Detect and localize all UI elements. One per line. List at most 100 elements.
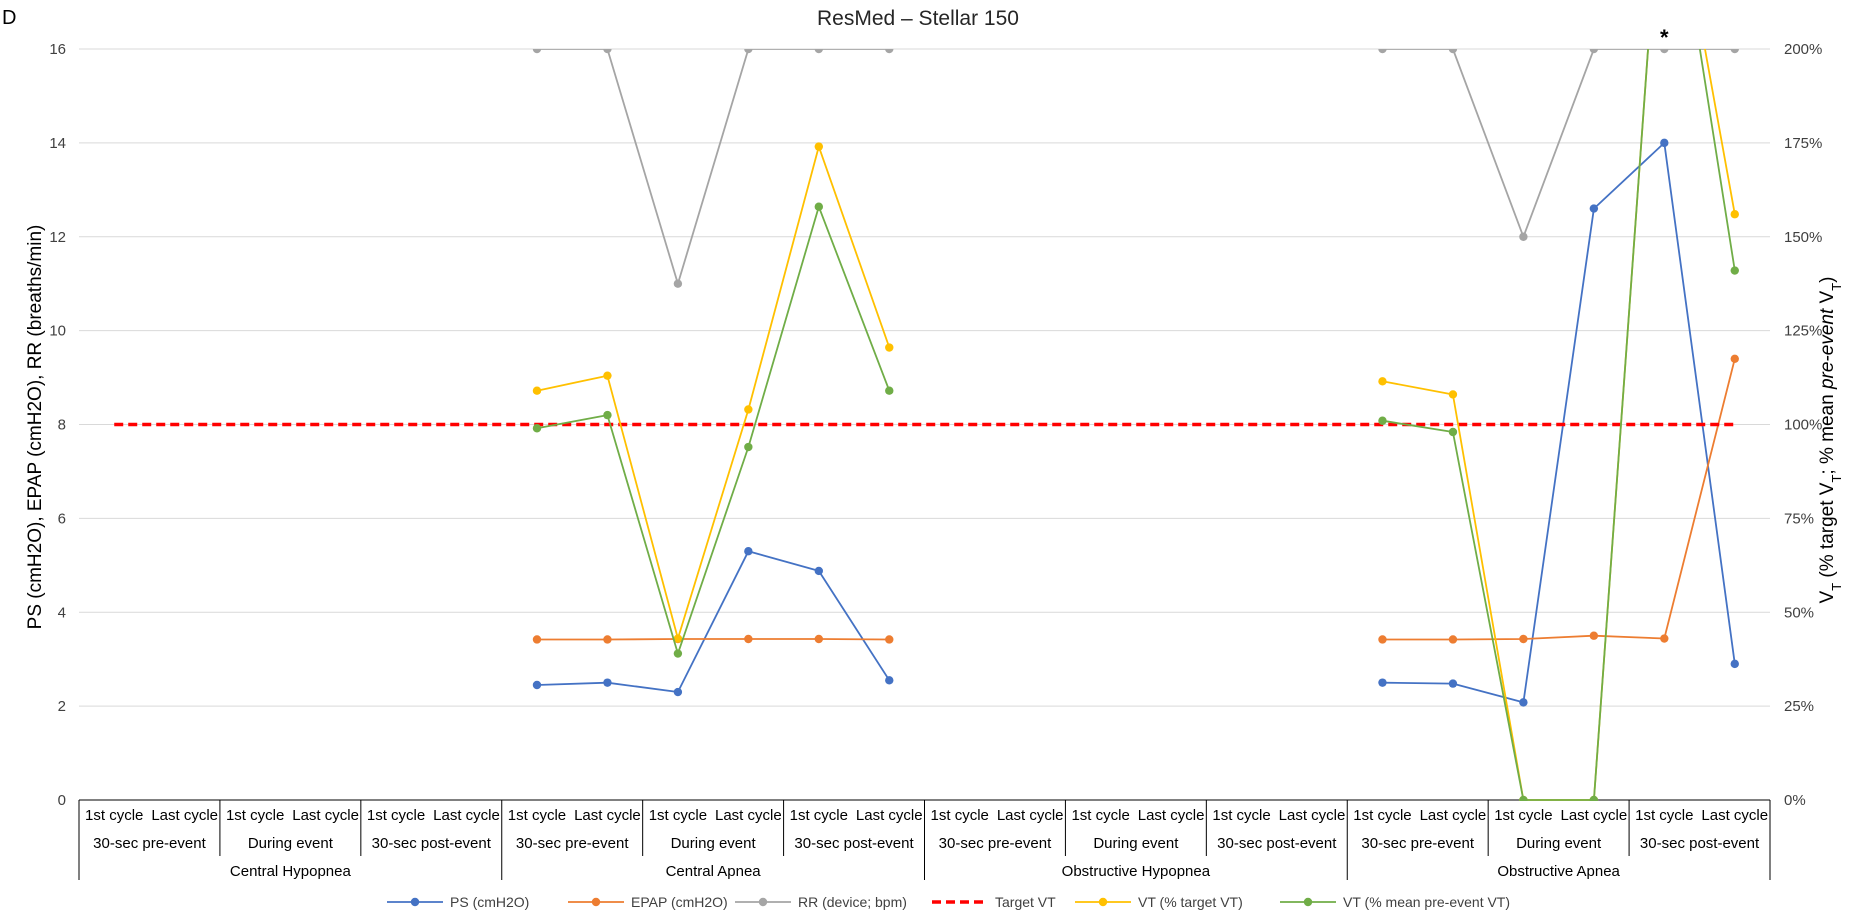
phase-label: 30-sec pre-event — [939, 835, 1052, 852]
data-point-epap-cmh2o — [532, 635, 542, 644]
data-point-vt-target-vt — [603, 371, 612, 380]
legend-label: EPAP (cmH2O) — [631, 894, 728, 910]
data-point-vt-mean-pre-event-vt — [532, 424, 542, 433]
right-tick-label: 25% — [1784, 698, 1814, 715]
annotation-label: * — [1660, 25, 1669, 50]
right-tick-label: 125% — [1784, 323, 1822, 340]
legend-marker-rr-device-bpm — [758, 897, 768, 907]
right-axis-title: VT (% target VT; % mean pre-event VT) — [1817, 277, 1844, 604]
series-line-epap-cmh2o — [537, 638, 890, 641]
legend-label: PS (cmH2O) — [450, 894, 529, 910]
legend-label: VT (% target VT) — [1138, 894, 1243, 910]
right-tick-label: 0% — [1784, 792, 1806, 809]
data-point-rr-device-bpm — [1730, 49, 1739, 54]
data-point-ps-cmh2o — [744, 547, 753, 556]
right-tick-label: 150% — [1784, 229, 1822, 246]
group-label: Central Apnea — [666, 863, 762, 880]
axis-title-subscript: T — [1829, 475, 1844, 483]
category-label: 1st cycle — [1071, 807, 1129, 824]
category-label: 1st cycle — [931, 807, 989, 824]
data-point-vt-mean-pre-event-vt — [603, 410, 612, 420]
axis-title-part: (% target V — [1817, 482, 1838, 583]
data-point-vt-mean-pre-event-vt — [744, 442, 753, 452]
left-tick-label: 16 — [49, 41, 66, 58]
data-point-vt-target-vt — [885, 343, 894, 352]
right-axis-ticks: 0% 25% 50% 75% 100% 125% 150% 175% 200% — [1784, 41, 1822, 809]
left-tick-label: 10 — [49, 323, 66, 340]
data-point-vt-target-vt — [673, 634, 683, 643]
data-point-vt-target-vt — [744, 405, 753, 414]
category-label: Last cycle — [1701, 807, 1768, 824]
data-point-epap-cmh2o — [1519, 634, 1528, 644]
data-point-vt-mean-pre-event-vt — [1378, 416, 1387, 425]
series-line-ps-cmh2o — [1382, 141, 1736, 704]
series-line-rr-device-bpm — [1382, 49, 1735, 238]
data-point-ps-cmh2o — [1378, 678, 1387, 687]
legend-marker-vt-mean-pre-event-vt — [1303, 897, 1313, 907]
data-point-epap-cmh2o — [1730, 354, 1739, 363]
category-axis: 1st cycle Last cycle 1st cycle Last cycle 1s… — [78, 799, 1771, 880]
category-label: 1st cycle — [85, 807, 143, 824]
data-point-vt-target-vt — [532, 386, 542, 395]
legend-marker-ps-cmh2o — [410, 897, 420, 907]
data-point-ps-cmh2o — [532, 680, 542, 690]
data-point-vt-target-vt — [1448, 390, 1458, 399]
data-point-vt-mean-pre-event-vt — [1589, 795, 1599, 801]
data-point-vt-target-vt — [814, 142, 824, 151]
right-tick-label: 200% — [1784, 41, 1822, 58]
data-point-ps-cmh2o — [1448, 679, 1458, 688]
data-point-epap-cmh2o — [603, 635, 612, 644]
series-line-vt-mean-pre-event-vt — [536, 205, 891, 655]
axis-title-part: V — [1817, 590, 1838, 603]
category-label: Last cycle — [151, 807, 218, 824]
legend-marker-epap-cmh2o — [591, 897, 601, 907]
data-point-vt-mean-pre-event-vt — [673, 649, 683, 658]
data-point-ps-cmh2o — [1589, 204, 1599, 213]
data-point-rr-device-bpm — [603, 49, 612, 54]
axis-title-part: ; % mean — [1817, 389, 1838, 475]
category-label: 1st cycle — [790, 807, 848, 824]
category-label: 1st cycle — [1353, 807, 1411, 824]
data-point-epap-cmh2o — [744, 634, 753, 644]
right-tick-label: 75% — [1784, 510, 1814, 527]
left-tick-label: 4 — [58, 604, 66, 621]
category-label: Last cycle — [997, 807, 1064, 824]
data-point-rr-device-bpm — [885, 49, 894, 54]
category-label: Last cycle — [1279, 807, 1346, 824]
left-tick-label: 2 — [58, 698, 66, 715]
category-label: 1st cycle — [649, 807, 707, 824]
data-point-epap-cmh2o — [1660, 634, 1669, 643]
series-line-vt-mean-pre-event-vt — [1382, 49, 1736, 801]
data-point-rr-device-bpm — [814, 49, 824, 54]
data-point-vt-mean-pre-event-vt — [1519, 795, 1528, 801]
axis-title-part: ) — [1817, 277, 1838, 283]
category-label: Last cycle — [1138, 807, 1205, 824]
category-label: Last cycle — [856, 807, 923, 824]
data-point-rr-device-bpm — [1448, 49, 1458, 54]
series-line-epap-cmh2o — [1382, 358, 1736, 641]
data-point-ps-cmh2o — [1730, 659, 1739, 669]
data-point-rr-device-bpm — [1519, 232, 1528, 241]
data-point-rr-device-bpm — [1378, 49, 1387, 54]
data-point-ps-cmh2o — [814, 566, 824, 576]
category-label: 1st cycle — [508, 807, 566, 824]
phase-label: 30-sec pre-event — [516, 835, 629, 852]
series-line-rr-device-bpm — [537, 49, 890, 285]
data-point-rr-device-bpm — [532, 49, 542, 54]
data-point-ps-cmh2o — [1519, 698, 1528, 707]
phase-label: 30-sec post-event — [372, 835, 492, 852]
data-point-rr-device-bpm — [744, 49, 753, 54]
category-label: Last cycle — [292, 807, 359, 824]
data-point-ps-cmh2o — [673, 687, 683, 697]
legend-label: RR (device; bpm) — [798, 894, 907, 910]
data-point-rr-device-bpm — [1660, 49, 1669, 54]
data-point-epap-cmh2o — [885, 635, 894, 644]
data-point-vt-mean-pre-event-vt — [885, 386, 894, 395]
data-point-ps-cmh2o — [603, 678, 612, 687]
category-label: Last cycle — [715, 807, 782, 824]
group-label: Central Hypopnea — [230, 863, 352, 880]
right-tick-label: 175% — [1784, 135, 1822, 152]
phase-label: 30-sec pre-event — [93, 835, 206, 852]
category-label: Last cycle — [1561, 807, 1628, 824]
data-point-rr-device-bpm — [673, 279, 683, 288]
